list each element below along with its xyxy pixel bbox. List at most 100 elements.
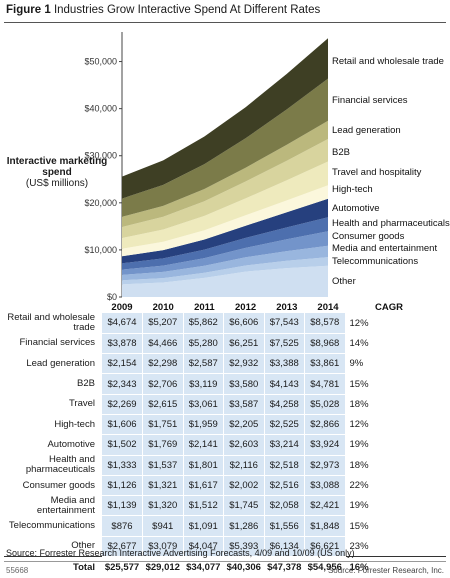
- table-cell: $6,251: [223, 333, 265, 355]
- table-cell: $1,139: [102, 495, 143, 517]
- table-cell: $2,516: [264, 475, 305, 497]
- table-cell: $4,047: [183, 536, 224, 558]
- cagr-cell: 22%: [349, 480, 369, 492]
- x-tick-label: 2010: [153, 302, 174, 313]
- table-cell: $2,677: [102, 536, 143, 558]
- table-cell: $2,154: [102, 353, 143, 375]
- table-cell: $2,141: [183, 434, 224, 456]
- table-cell: $2,603: [223, 434, 265, 456]
- table-cell: $2,002: [223, 475, 265, 497]
- spacer-cell: [379, 475, 446, 495]
- table-row: Telecommunications $876 $941 $1,091 $1,286 $1…: [4, 515, 446, 537]
- cagr-cell: 18%: [349, 398, 369, 410]
- table-cell: $2,343: [102, 373, 143, 395]
- table-cell: $2,518: [264, 455, 305, 476]
- spacer-cell: [379, 374, 446, 394]
- table-cell: $2,116: [223, 455, 265, 476]
- table-cell: $3,388: [264, 353, 305, 375]
- stacked-area-chart: $0 $10,000 $20,000 $30,000 $40,000 $50,000 Oth…: [84, 32, 450, 313]
- spacer-cell: [379, 333, 446, 353]
- total-cell: $29,012: [142, 556, 184, 578]
- table-row: Health and pharmaceuticals $1,333 $1,537 $1…: [4, 455, 446, 476]
- cagr-cell: 12%: [349, 419, 369, 431]
- y-tick-label: $40,000: [84, 104, 117, 114]
- area-band-retail-and-wholesale-trade: [122, 38, 328, 199]
- table-row: Retail and wholesale trade $4,674 $5,207 $5…: [4, 312, 446, 334]
- x-tick-label: 2011: [194, 302, 215, 313]
- table-row: Media and entertainment $1,139 $1,320 $1,51…: [4, 494, 446, 517]
- table-cell: $6,621: [304, 536, 346, 558]
- y-axis-label: Interactive marketing spend (US$ million…: [4, 156, 110, 189]
- row-label: Media and entertainment: [36, 494, 95, 516]
- table-cell: $4,466: [142, 333, 184, 355]
- table-cell: $3,878: [102, 333, 143, 355]
- source-note: Source: Forrester Research Interactive A…: [6, 548, 355, 558]
- cagr-cell: 19%: [349, 439, 369, 451]
- area-band-consumer-goods: [122, 231, 328, 275]
- area-band-other: [122, 265, 328, 297]
- series-label: B2B: [332, 147, 350, 158]
- table-cell: $7,543: [264, 313, 305, 334]
- row-label: Other: [71, 540, 95, 552]
- row-label: Automotive: [47, 438, 95, 450]
- series-label: Retail and wholesale trade: [332, 56, 444, 67]
- bottom-rule: [4, 561, 446, 562]
- figure-title: Figure 1 Industries Grow Interactive Spe…: [6, 4, 320, 16]
- cagr-cell: 19%: [349, 500, 369, 512]
- row-label: Telecommunications: [8, 520, 95, 532]
- spacer-cell: [379, 496, 446, 516]
- spacer-cell: [379, 435, 446, 455]
- area-band-automotive: [122, 198, 328, 264]
- table-cell: $5,207: [142, 313, 184, 334]
- table-cell: $1,286: [223, 515, 265, 537]
- cagr-cell: 14%: [349, 337, 369, 349]
- series-label: Other: [332, 276, 356, 287]
- table-row: Travel $2,269 $2,615 $3,061 $3,587 $4,258 $5,0…: [4, 394, 446, 415]
- table-cell: $2,932: [223, 353, 265, 375]
- table-cell: $4,258: [264, 394, 305, 415]
- series-label: Automotive: [332, 203, 380, 214]
- x-tick-label: 2012: [235, 302, 256, 313]
- figure-id: 55668: [6, 566, 29, 575]
- table-row: B2B $2,343 $2,706 $3,119 $3,580 $4,143 $4,781 1…: [4, 373, 446, 395]
- figure-title-text: Industries Grow Interactive Spend At Dif…: [53, 4, 321, 16]
- row-label: Financial services: [19, 337, 96, 349]
- table-row: Consumer goods $1,126 $1,321 $1,617 $2,002 $2…: [4, 475, 446, 497]
- table-cell: $1,848: [304, 515, 346, 537]
- table-cell: $1,606: [102, 414, 143, 436]
- table-cell: $876: [102, 515, 143, 537]
- spacer-cell: [379, 516, 446, 536]
- cagr-header: CAGR: [375, 302, 403, 313]
- table-cell: $2,205: [223, 414, 265, 436]
- table-cell: $3,861: [304, 353, 346, 375]
- table-cell: $3,088: [304, 475, 346, 497]
- top-rule: [4, 22, 446, 23]
- area-band-media-and-entertainment: [122, 245, 328, 281]
- total-cell: $47,378: [264, 556, 305, 578]
- area-band-lead-generation: [122, 120, 328, 227]
- table-cell: $4,781: [304, 373, 346, 395]
- table-cell: $1,769: [142, 434, 184, 456]
- table-cell: $1,333: [102, 455, 143, 476]
- cagr-cell: 18%: [349, 459, 369, 471]
- table-cell: $3,061: [183, 394, 224, 415]
- table-cell: $1,320: [142, 495, 184, 517]
- spacer-cell: [379, 394, 446, 414]
- cagr-cell: 9%: [349, 358, 364, 370]
- series-label: Media and entertainment: [332, 243, 437, 254]
- row-label: Retail and wholesale trade: [7, 312, 95, 334]
- table-cell: $1,617: [183, 475, 224, 497]
- row-label: Consumer goods: [22, 479, 95, 491]
- table-cell: $1,126: [102, 475, 143, 497]
- cagr-cell: 12%: [349, 317, 369, 329]
- table-cell: $6,134: [264, 536, 305, 558]
- table-cell: $1,556: [264, 515, 305, 537]
- cagr-cell: 15%: [349, 378, 369, 390]
- table-cell: $5,862: [183, 313, 224, 334]
- y-axis-label-unit: (US$ millions): [25, 178, 89, 189]
- table-cell: $8,578: [304, 313, 346, 334]
- table-cell: $1,321: [142, 475, 184, 497]
- table-cell: $1,512: [183, 495, 224, 517]
- table-cell: $5,028: [304, 394, 346, 415]
- table-cell: $3,214: [264, 434, 305, 456]
